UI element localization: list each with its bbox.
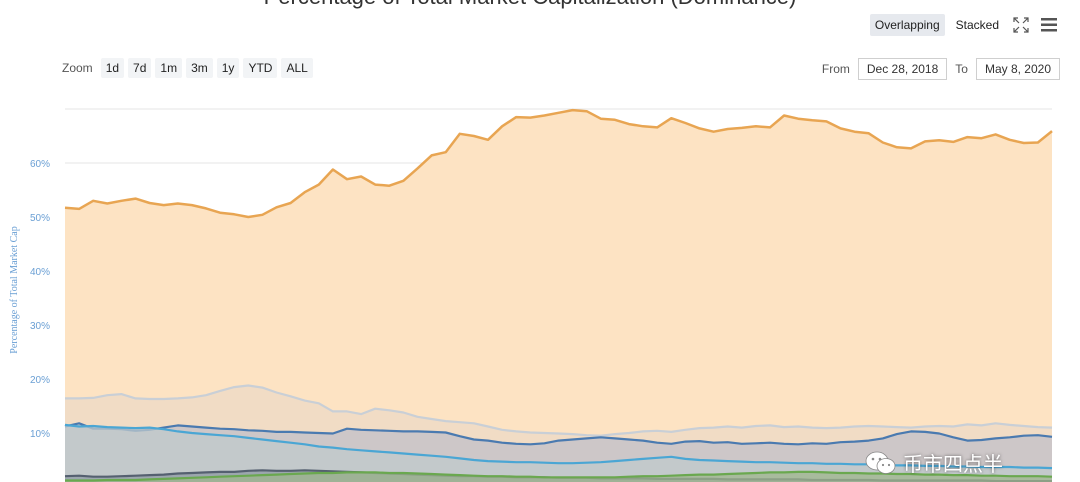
series-line-2[interactable] [64,422,1053,446]
y-tick-label: 10% [30,429,50,440]
series-line-1[interactable] [65,384,1053,437]
chart-title: Percentage of Total Market Capitalizatio… [0,0,1060,10]
zoom-ytd-button[interactable]: YTD [243,58,278,78]
fullscreen-icon[interactable] [1010,14,1032,36]
zoom-1d-button[interactable]: 1d [100,58,125,78]
zoom-3m-button[interactable]: 3m [186,58,213,78]
y-tick-label: 30% [30,321,50,332]
zoom-all-button[interactable]: ALL [281,58,313,78]
overlapping-button[interactable]: Overlapping [869,14,945,36]
wechat-icon [865,451,896,474]
y-tick-label: 20% [30,375,50,386]
y-tick-label: 50% [30,213,50,224]
from-label: From [821,62,850,76]
to-date-input[interactable]: May 8, 2020 [975,58,1060,80]
date-range-selector: From Dec 28, 2018 To May 8, 2020 [822,58,1060,80]
view-mode-toolbar: Overlapping Stacked [869,14,1060,36]
from-date-input[interactable]: Dec 28, 2018 [857,58,948,80]
y-tick-label: 40% [30,267,50,278]
series-line-0[interactable] [64,108,1053,219]
y-axis-label: Percentage of Total Market Cap [9,226,20,353]
series-area-0 [65,110,1052,482]
series-area-5 [65,471,1052,482]
zoom-1m-button[interactable]: 1m [155,58,183,78]
zoom-label: Zoom [62,61,93,75]
watermark-text: 币市四点半 [903,454,1003,476]
series-areas [64,108,1053,482]
zoom-1y-button[interactable]: 1y [216,58,240,78]
zoom-7d-button[interactable]: 7d [128,58,152,78]
watermark: 币市四点半 [865,448,1003,477]
zoom-controls: Zoom 1d 7d 1m 3m 1y YTD ALL [62,58,313,78]
menu-icon[interactable] [1038,14,1060,36]
series-area-3 [65,424,1052,482]
series-line-5[interactable] [65,470,1053,482]
y-tick-label: 60% [30,159,50,170]
y-axis-ticks: 10% 20% 30% 40% 50% 60% [30,159,50,440]
stacked-button[interactable]: Stacked [955,18,999,32]
to-label: To [955,62,968,76]
